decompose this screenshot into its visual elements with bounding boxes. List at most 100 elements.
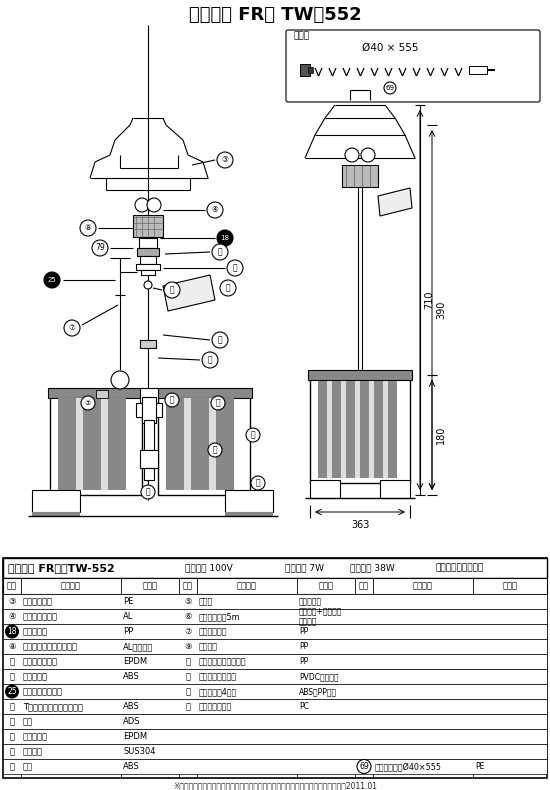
Bar xyxy=(32,512,80,516)
Bar xyxy=(3,729,547,744)
Text: 69: 69 xyxy=(386,85,394,91)
Bar xyxy=(3,714,547,729)
Text: 部番: 部番 xyxy=(7,581,17,590)
Text: ⑥: ⑥ xyxy=(184,612,192,621)
Circle shape xyxy=(207,202,223,218)
Circle shape xyxy=(212,244,228,260)
Text: ベラ: ベラ xyxy=(23,762,33,771)
Bar xyxy=(50,395,142,495)
Text: ABS・PP・鉄: ABS・PP・鉄 xyxy=(299,687,337,696)
Circle shape xyxy=(141,485,155,499)
Circle shape xyxy=(212,332,228,348)
Text: せせらぎ FR　 TW－552: せせらぎ FR TW－552 xyxy=(189,6,361,24)
Circle shape xyxy=(135,198,149,212)
Bar xyxy=(96,390,108,398)
Circle shape xyxy=(80,220,96,236)
Text: ⑦: ⑦ xyxy=(69,323,75,333)
Text: タカラ工業株式会社: タカラ工業株式会社 xyxy=(435,563,483,573)
Text: ④: ④ xyxy=(8,612,16,621)
Text: 材　質: 材 質 xyxy=(142,581,157,590)
Text: 25: 25 xyxy=(48,277,56,283)
Bar xyxy=(140,450,158,468)
Bar xyxy=(3,558,547,778)
Text: ⑴: ⑴ xyxy=(170,396,174,404)
Bar xyxy=(76,398,83,490)
Circle shape xyxy=(227,260,243,276)
Text: シャフト: シャフト xyxy=(23,747,43,756)
Bar xyxy=(144,468,154,480)
Bar xyxy=(184,398,191,490)
Text: 浸水検出器: 浸水検出器 xyxy=(23,627,48,636)
Text: 79: 79 xyxy=(95,243,105,253)
Text: ふるさとベース: ふるさとベース xyxy=(199,702,232,711)
Text: ⑳: ⑳ xyxy=(208,356,212,364)
Text: ⑯: ⑯ xyxy=(218,336,222,344)
Text: ⑲: ⑲ xyxy=(170,285,174,295)
Bar xyxy=(136,264,160,270)
Bar xyxy=(3,654,547,669)
Circle shape xyxy=(208,443,222,457)
Circle shape xyxy=(220,280,236,296)
Text: 付属品: 付属品 xyxy=(294,32,310,40)
Text: ④: ④ xyxy=(212,205,218,215)
Text: 蓋止めバンド: 蓋止めバンド xyxy=(199,627,228,636)
Text: サイレンサーØ40×555: サイレンサーØ40×555 xyxy=(375,762,442,771)
Bar xyxy=(140,256,156,264)
Bar xyxy=(346,381,355,478)
Text: ③: ③ xyxy=(8,597,16,606)
Text: ⑯: ⑯ xyxy=(9,702,14,711)
Bar xyxy=(300,64,310,76)
Text: モーター（クマトリ型）: モーター（クマトリ型） xyxy=(23,642,78,651)
Bar xyxy=(166,398,184,490)
Bar xyxy=(142,397,156,423)
Text: 電源コード　5m: 電源コード 5m xyxy=(199,612,241,621)
Text: ⑴: ⑴ xyxy=(9,762,14,771)
Text: ⑦: ⑦ xyxy=(85,400,91,406)
Bar xyxy=(83,398,101,490)
Bar xyxy=(48,388,144,398)
Polygon shape xyxy=(378,188,412,216)
Text: ⑬: ⑬ xyxy=(9,672,14,681)
Text: 琖過材（ダブル）: 琖過材（ダブル） xyxy=(199,672,237,681)
Bar xyxy=(140,388,158,403)
Text: ⑧: ⑧ xyxy=(8,642,16,651)
Bar xyxy=(137,248,159,256)
Text: 710: 710 xyxy=(424,291,434,309)
Bar xyxy=(32,490,80,512)
Text: AL・鉄・銃: AL・鉄・銃 xyxy=(123,642,153,651)
Text: オーバーフロー穴: オーバーフロー穴 xyxy=(23,687,63,696)
Text: ⑫: ⑫ xyxy=(185,657,190,666)
Circle shape xyxy=(251,476,265,490)
Text: PP: PP xyxy=(299,657,308,666)
Text: 品　　名: 品 名 xyxy=(61,581,81,590)
Text: Tパイプ（水切りゴム付）: Tパイプ（水切りゴム付） xyxy=(23,702,83,711)
Circle shape xyxy=(5,625,19,638)
Text: 25: 25 xyxy=(7,687,17,696)
Bar xyxy=(341,381,346,478)
Text: ⑮: ⑮ xyxy=(185,687,190,696)
Text: 18: 18 xyxy=(7,627,16,636)
Bar xyxy=(101,398,108,490)
Bar xyxy=(380,480,410,498)
Circle shape xyxy=(217,230,233,246)
Bar xyxy=(3,699,547,714)
Text: ⑴: ⑴ xyxy=(146,487,150,496)
Text: ビニール+フライト
ケーブル: ビニール+フライト ケーブル xyxy=(299,607,342,626)
Text: 材　質: 材 質 xyxy=(318,581,333,590)
Text: PP: PP xyxy=(299,627,308,636)
Text: 部番: 部番 xyxy=(183,581,193,590)
Text: PE: PE xyxy=(123,597,133,606)
Bar xyxy=(141,270,155,275)
Text: 69: 69 xyxy=(359,762,369,771)
Circle shape xyxy=(44,272,60,288)
FancyBboxPatch shape xyxy=(286,30,540,102)
Bar xyxy=(332,381,341,478)
Bar xyxy=(139,238,157,248)
Bar xyxy=(158,395,250,495)
Text: 材　質: 材 質 xyxy=(503,581,518,590)
Bar xyxy=(310,378,410,483)
Text: ※お断りなく材質形状等を変更する場合がございます。　白ヌキ・・・・非売品　2011.01: ※お断りなく材質形状等を変更する場合がございます。 白ヌキ・・・・非売品 201… xyxy=(173,781,377,790)
Bar xyxy=(355,381,360,478)
Text: 18: 18 xyxy=(221,235,229,241)
Text: ジョイントゴム: ジョイントゴム xyxy=(23,657,58,666)
